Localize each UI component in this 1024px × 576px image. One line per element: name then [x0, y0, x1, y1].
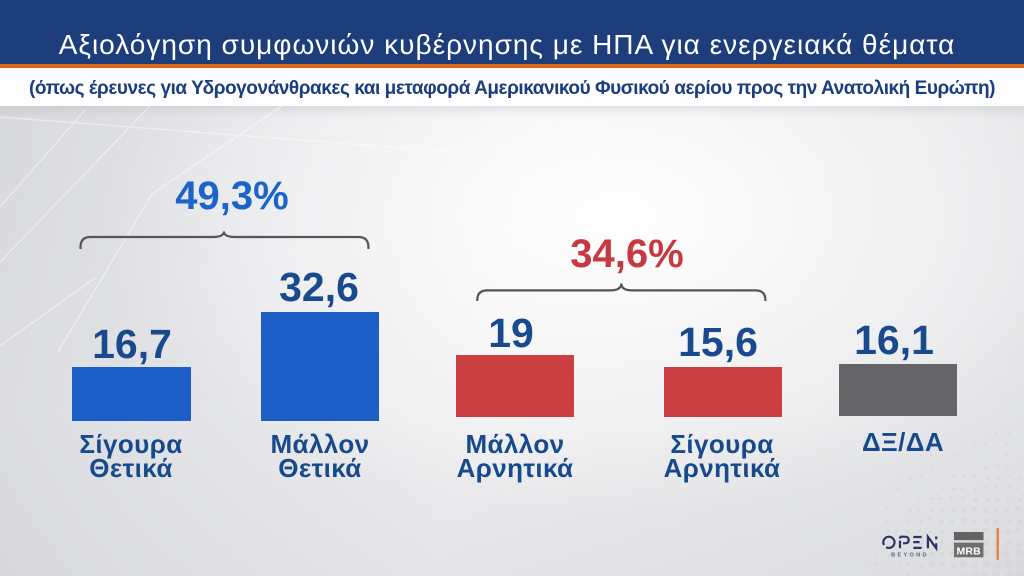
svg-text:BEYOND: BEYOND: [891, 553, 929, 559]
svg-text:MRB: MRB: [956, 546, 981, 558]
